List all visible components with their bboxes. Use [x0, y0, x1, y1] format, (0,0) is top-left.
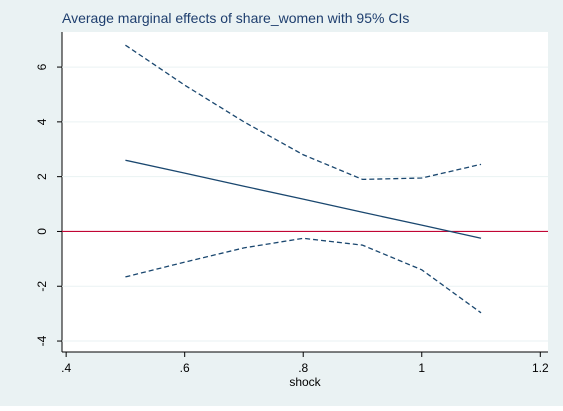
x-tick-label: .4	[61, 361, 71, 375]
x-tick-label: 1.2	[532, 361, 549, 375]
y-tick-label: 2	[35, 173, 49, 180]
series-line	[125, 237, 482, 314]
y-tick-label: -4	[35, 335, 49, 346]
y-tick-label: -2	[35, 281, 49, 292]
x-axis-label: shock	[289, 375, 321, 389]
y-tick-label: 0	[35, 228, 49, 235]
series-line	[125, 44, 482, 181]
plot-area	[62, 32, 548, 352]
chart-title: Average marginal effects of share_women …	[62, 10, 409, 26]
y-tick-label: 6	[35, 63, 49, 70]
series-line	[125, 159, 482, 239]
x-tick-label: .6	[180, 361, 190, 375]
x-tick-label: .8	[298, 361, 308, 375]
x-tick-label: 1	[418, 361, 425, 375]
y-tick-label: 4	[35, 118, 49, 125]
